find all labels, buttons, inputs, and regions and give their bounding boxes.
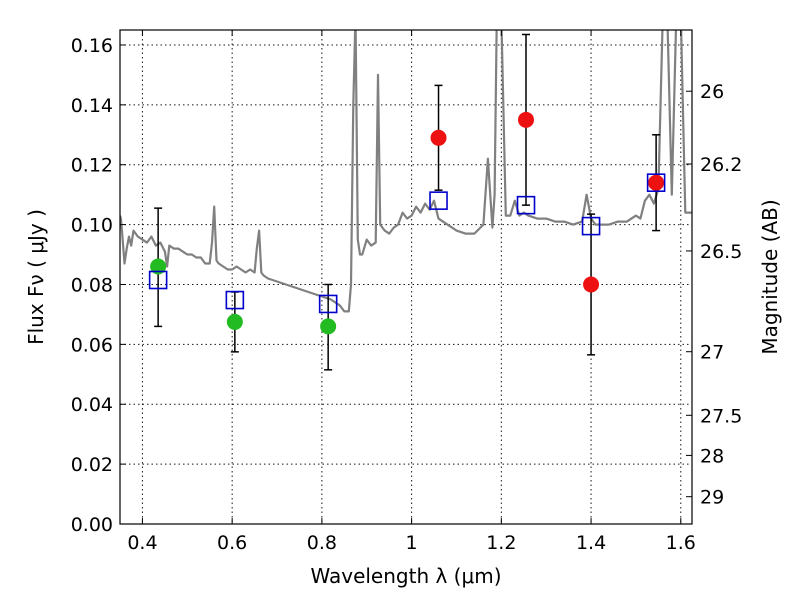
model-point	[581, 216, 601, 236]
y-tick-label: 0.02	[71, 454, 113, 476]
model-point	[429, 191, 448, 210]
y2-tick-label: 27.5	[700, 405, 742, 427]
x-tick-label: 0.8	[307, 532, 337, 554]
x-tick-label: 1.2	[486, 532, 516, 554]
tick-labels: 0.4 0.6 0.8 1 1.2 1.4 1.6 0.00 0.02 0.04 0.06 0.08 0…	[71, 35, 743, 554]
y2-tick-label: 28	[700, 445, 724, 467]
x-tick-label: 1.6	[666, 532, 696, 554]
y2-tick-label: 26.2	[700, 154, 742, 176]
plot-frame	[119, 29, 693, 525]
y-tick-label: 0.14	[71, 95, 113, 117]
model-point	[225, 290, 245, 310]
y2-tick-label: 29	[700, 487, 724, 509]
marker-layer	[148, 33, 666, 371]
x-axis-label: Wavelength λ (μm)	[310, 564, 501, 588]
y2-axis-label: Magnitude (AB)	[758, 199, 782, 354]
y-tick-label: 0.06	[71, 334, 113, 356]
y-tick-label: 0.16	[71, 35, 113, 57]
y-tick-label: 0.00	[71, 514, 113, 536]
data-point	[583, 276, 600, 293]
data-point	[320, 318, 337, 335]
spectrum-line	[120, 30, 692, 313]
data-point	[518, 111, 535, 128]
model-point	[646, 173, 666, 192]
y-tick-label: 0.10	[71, 215, 113, 237]
y-tick-label: 0.08	[71, 274, 113, 296]
x-tick-label: 1.4	[576, 532, 606, 554]
y-tick-label: 0.12	[71, 155, 113, 177]
data-point	[648, 174, 665, 191]
model-point	[516, 195, 536, 215]
x-tick-label: 0.6	[217, 532, 247, 554]
model-point	[318, 294, 338, 314]
y-tick-label: 0.04	[71, 394, 113, 416]
model-point	[148, 270, 168, 290]
data-point	[226, 313, 243, 330]
grid	[120, 30, 692, 525]
y2-tick-label: 27	[700, 342, 724, 364]
x-tick-label: 1	[406, 532, 418, 554]
spectrum-layer	[120, 30, 692, 313]
y-axis-label: Flux Fν ( μJy )	[24, 209, 48, 345]
data-point	[430, 129, 447, 146]
x-tick-label: 0.4	[127, 532, 157, 554]
y2-tick-label: 26.5	[700, 241, 742, 263]
y2-tick-label: 26	[700, 81, 724, 103]
ticks	[120, 30, 692, 525]
data-point	[150, 258, 167, 275]
